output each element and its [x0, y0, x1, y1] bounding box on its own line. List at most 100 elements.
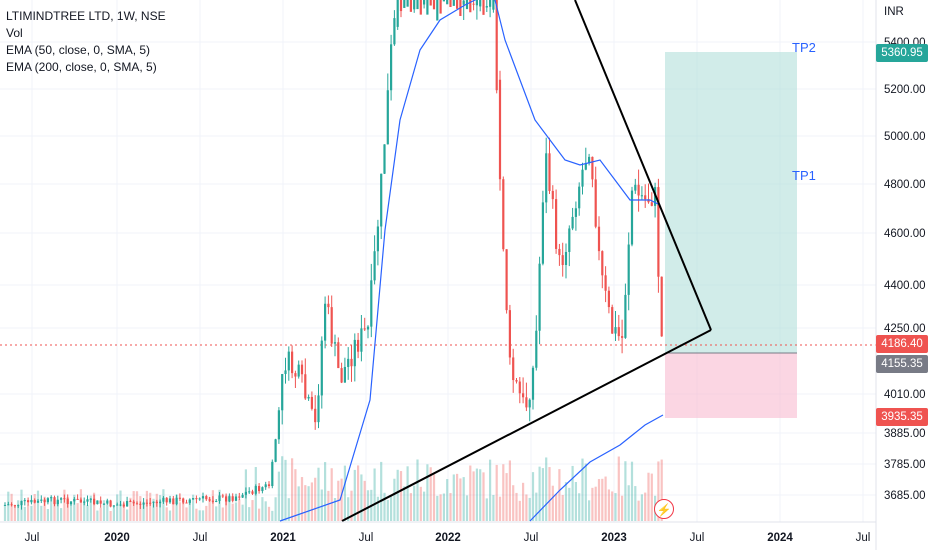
volume-bar: [436, 495, 439, 521]
volume-bar: [611, 491, 614, 521]
volume-bar: [79, 489, 82, 521]
volume-bar: [373, 468, 376, 521]
candle-body: [574, 208, 577, 217]
candle-body: [248, 491, 251, 493]
candle-body: [403, 0, 406, 8]
candle-body: [360, 328, 363, 352]
candle-body: [264, 484, 267, 488]
candle-body: [188, 499, 191, 503]
candle-body: [350, 358, 353, 367]
candle-body: [393, 18, 396, 45]
candle-body: [215, 500, 218, 502]
volume-bar: [413, 485, 416, 521]
tp2-price-tag: 5360.95: [876, 44, 928, 62]
volume-bar: [353, 469, 356, 521]
volume-bar: [439, 494, 442, 521]
volume-bar: [644, 492, 647, 521]
volume-bar: [69, 503, 73, 521]
candle-body: [637, 184, 640, 196]
volume-bar: [403, 486, 406, 521]
candle-body: [142, 502, 145, 505]
candle-body: [512, 357, 515, 381]
alert-icon[interactable]: ⚡: [654, 499, 674, 519]
candle-body: [178, 497, 181, 499]
volume-bar: [634, 486, 637, 521]
candle-body: [578, 186, 581, 209]
volume-bar: [251, 500, 254, 521]
volume-bar: [287, 498, 290, 521]
candle-body: [10, 504, 13, 506]
volume-bar: [419, 486, 422, 521]
candle-body: [201, 496, 205, 499]
candle-body: [333, 342, 337, 344]
candle-body: [119, 504, 122, 506]
volume-bar: [234, 502, 238, 521]
volume-bar: [178, 502, 181, 521]
x-tick-label: 2021: [270, 532, 296, 544]
volume-bar: [525, 494, 528, 521]
candle-body: [449, 0, 452, 8]
y-tick-label: 4600.00: [884, 228, 926, 240]
volume-bar: [630, 461, 634, 521]
candle-body: [640, 195, 643, 197]
volume-bar: [284, 459, 287, 521]
volume-bar: [452, 474, 455, 521]
stop-price-tag: 3935.35: [876, 408, 928, 426]
candle-body: [17, 505, 20, 507]
volume-bar: [274, 497, 277, 521]
candle-body: [452, 0, 455, 6]
candle-body: [495, 0, 498, 91]
volume-bar: [426, 464, 429, 521]
volume-bar: [43, 496, 46, 521]
volume-bar: [564, 482, 568, 521]
volume-bar: [469, 465, 472, 521]
volume-bar: [581, 458, 584, 521]
candle-body: [482, 0, 485, 15]
entry-price-tag: 4155.35: [876, 355, 928, 373]
candle-body: [50, 497, 53, 499]
volume-bar: [50, 496, 53, 521]
tp2-label: TP2: [792, 40, 816, 55]
volume-bar: [393, 478, 396, 521]
volume-bar: [621, 495, 624, 521]
y-tick-label: 5000.00: [884, 131, 926, 143]
volume-bar: [357, 465, 360, 521]
volume-bar: [271, 510, 274, 521]
candle-body: [426, 0, 429, 15]
volume-bar: [366, 490, 370, 521]
candle-body: [168, 498, 172, 503]
candle-body: [294, 373, 297, 377]
volume-bar: [406, 466, 409, 521]
volume-bar: [66, 496, 69, 521]
volume-bar: [604, 476, 607, 521]
candle-body: [581, 169, 584, 187]
volume-bar: [99, 507, 102, 521]
candle-body: [650, 202, 653, 206]
stop-zone: [665, 353, 797, 418]
candle-body: [7, 504, 10, 506]
volume-bar: [571, 465, 574, 521]
volume-bar: [13, 505, 16, 521]
candle-body: [274, 439, 277, 462]
volume-bar: [116, 494, 119, 521]
candle-body: [505, 249, 508, 311]
volume-bar: [182, 501, 185, 521]
candle-body: [588, 156, 591, 164]
volume-bar: [498, 496, 502, 521]
volume-bar: [660, 459, 663, 521]
volume-bar: [535, 492, 538, 521]
volume-bar: [159, 495, 162, 521]
volume-bar: [221, 507, 224, 521]
candle-body: [66, 498, 69, 505]
volume-bar: [548, 467, 551, 521]
volume-bar: [248, 507, 251, 521]
candle-body: [307, 396, 310, 399]
volume-bar: [396, 469, 399, 521]
candle-body: [657, 187, 660, 277]
candle-body: [106, 500, 109, 504]
volume-bar: [489, 459, 492, 521]
volume-bar: [122, 503, 125, 521]
candle-body: [152, 501, 155, 503]
candle-body: [317, 395, 320, 423]
